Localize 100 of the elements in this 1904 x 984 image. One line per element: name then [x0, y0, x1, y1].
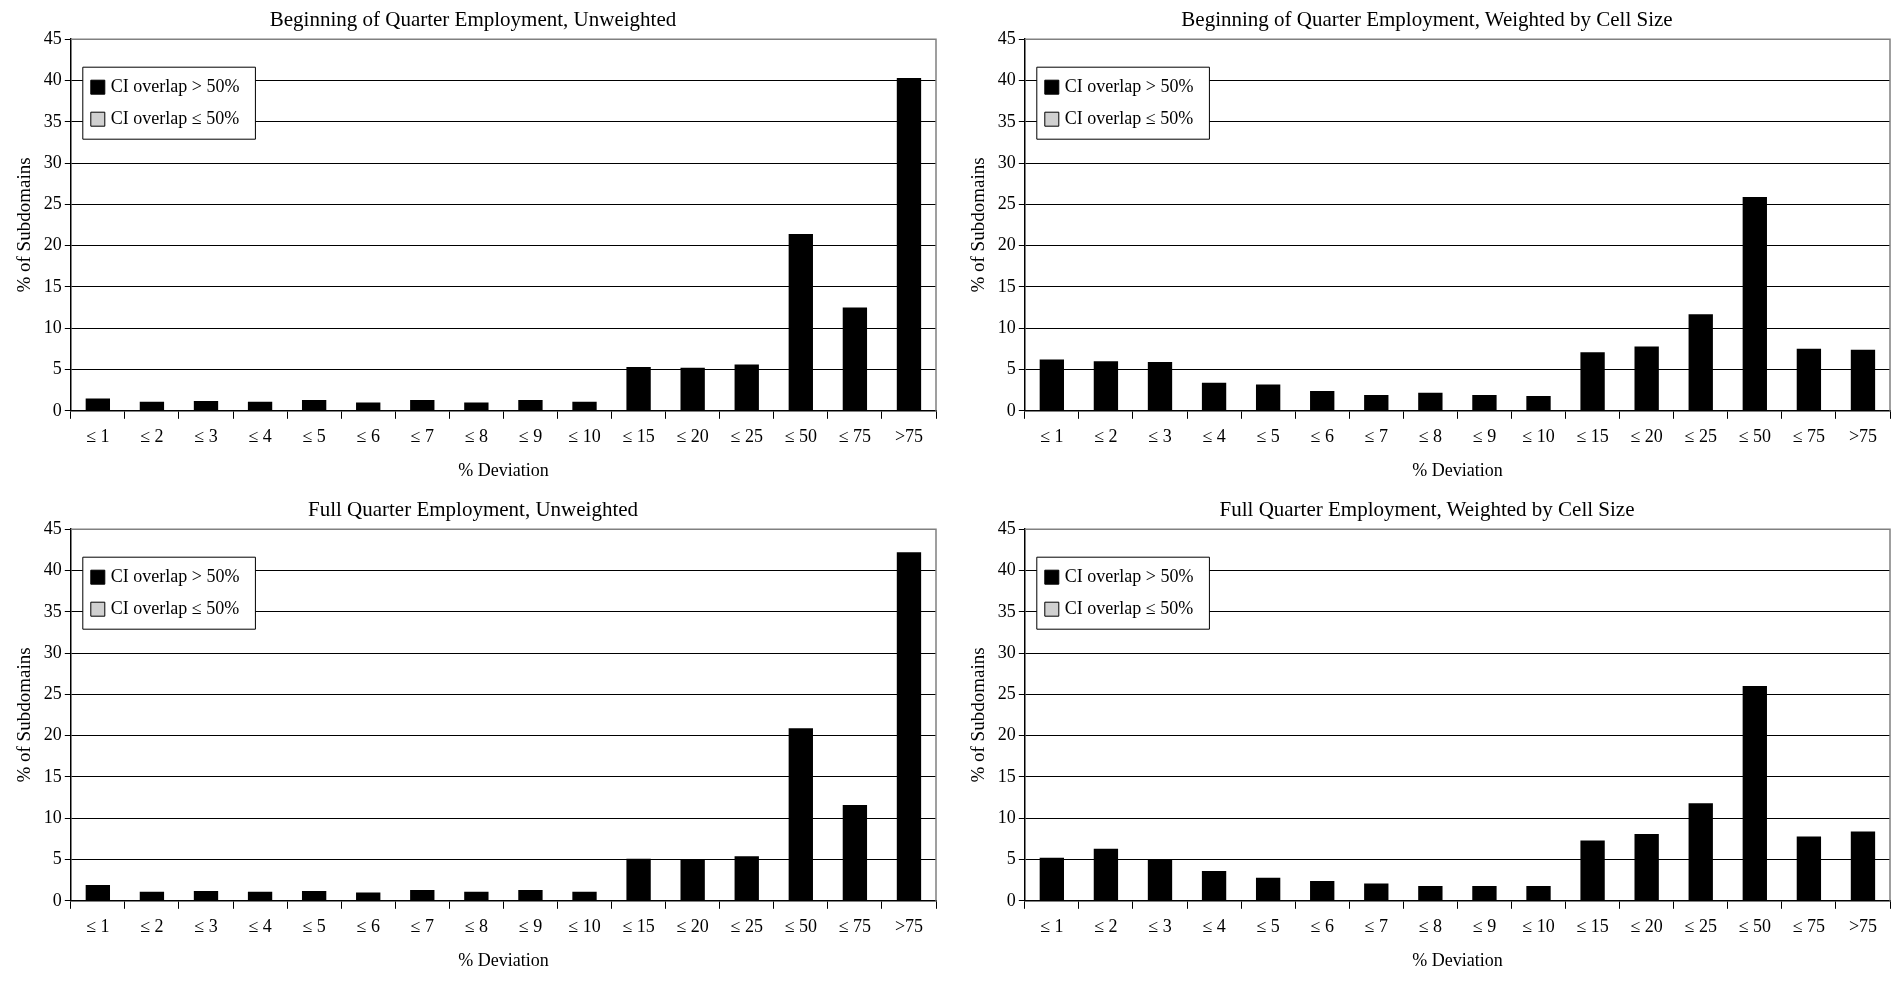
x-tick-label: ≤ 3 [194, 426, 218, 447]
y-tick-label: 5 [1006, 358, 1016, 379]
y-tick-label: 40 [997, 559, 1016, 580]
x-tick-label: ≤ 6 [1310, 426, 1334, 447]
y-tick-label: 45 [997, 27, 1016, 48]
x-tick-label: ≤ 75 [838, 426, 872, 447]
y-tick-label: 25 [43, 193, 62, 214]
y-tick-label: 45 [43, 27, 62, 48]
x-tick-label: ≤ 20 [1630, 426, 1663, 447]
x-tick-label: ≤ 75 [1792, 426, 1826, 447]
y-tick-label: 45 [43, 517, 62, 538]
x-axis-title: % Deviation [1412, 949, 1503, 970]
x-tick-label: ≤ 3 [1148, 426, 1172, 447]
legend-label: CI overlap ≤ 50% [110, 597, 240, 618]
x-tick-label: ≤ 1 [1040, 426, 1064, 447]
x-tick-label: ≤ 10 [1522, 426, 1555, 447]
x-tick-label: ≤ 20 [676, 916, 709, 937]
y-axis-title: % of Subdomains [967, 647, 989, 783]
x-tick-label: ≤ 50 [1738, 426, 1772, 447]
x-tick-label: ≤ 7 [1364, 426, 1388, 447]
x-tick-label: ≤ 5 [302, 426, 326, 447]
x-tick-label: ≤ 6 [356, 426, 380, 447]
x-tick-label: ≤ 1 [86, 426, 110, 447]
y-tick-label: 20 [43, 234, 62, 255]
x-tick-label: ≤ 5 [302, 916, 326, 937]
x-tick-label: ≤ 3 [1148, 916, 1172, 937]
y-tick-label: 5 [1006, 848, 1016, 869]
y-tick-label: 15 [43, 765, 62, 786]
x-tick-label: ≤ 2 [140, 426, 164, 447]
y-tick-label: 15 [43, 275, 62, 296]
y-tick-label: 20 [997, 234, 1016, 255]
legend-label: CI overlap > 50% [110, 565, 240, 586]
x-tick-label: ≤ 1 [86, 916, 110, 937]
x-tick-label: ≤ 50 [1738, 916, 1772, 937]
y-tick-label: 30 [997, 641, 1016, 662]
x-tick-label: ≤ 9 [1472, 426, 1497, 447]
x-tick-label: ≤ 7 [1364, 916, 1388, 937]
y-tick-label: 35 [43, 110, 62, 131]
legend-label: CI overlap ≤ 50% [110, 107, 240, 128]
chart-title: Beginning of Quarter Employment, Unweighted [269, 7, 677, 32]
x-tick-label: ≤ 50 [784, 916, 818, 937]
y-tick-label: 40 [43, 69, 62, 90]
chart-title: Full Quarter Employment, Unweighted [307, 497, 639, 522]
y-tick-label: 10 [43, 316, 62, 337]
legend-label: CI overlap ≤ 50% [1064, 597, 1194, 618]
y-tick-label: 30 [997, 151, 1016, 172]
legend-label: CI overlap ≤ 50% [1064, 107, 1194, 128]
y-tick-label: 10 [997, 316, 1016, 337]
y-tick-label: 30 [43, 151, 62, 172]
x-axis-title: % Deviation [458, 949, 549, 970]
y-tick-label: 20 [43, 724, 62, 745]
x-tick-label: ≤ 20 [1630, 916, 1663, 937]
x-tick-label: >75 [894, 426, 924, 447]
y-tick-label: 40 [997, 69, 1016, 90]
x-tick-label: ≤ 75 [838, 916, 872, 937]
legend-label: CI overlap > 50% [1064, 565, 1194, 586]
y-tick-label: 25 [43, 683, 62, 704]
x-tick-label: ≤ 6 [356, 916, 380, 937]
x-tick-label: ≤ 9 [1472, 916, 1497, 937]
y-tick-label: 35 [997, 110, 1016, 131]
x-tick-label: ≤ 15 [1576, 916, 1609, 937]
x-tick-label: ≤ 5 [1256, 916, 1280, 937]
x-tick-label: ≤ 15 [622, 916, 655, 937]
x-tick-label: ≤ 25 [730, 916, 763, 937]
x-tick-label: ≤ 20 [676, 426, 709, 447]
x-tick-label: >75 [1848, 426, 1878, 447]
y-tick-label: 35 [43, 600, 62, 621]
legend-label: CI overlap > 50% [110, 75, 240, 96]
x-tick-label: ≤ 4 [248, 426, 272, 447]
x-axis-title: % Deviation [458, 459, 549, 480]
x-tick-label: ≤ 5 [1256, 426, 1280, 447]
x-tick-label: ≤ 4 [1202, 916, 1226, 937]
x-tick-label: ≤ 10 [568, 426, 601, 447]
x-tick-label: ≤ 8 [464, 916, 489, 937]
y-axis-title: % of Subdomains [13, 157, 35, 293]
x-tick-label: ≤ 7 [410, 426, 434, 447]
x-tick-label: ≤ 8 [1418, 916, 1443, 937]
x-tick-label: ≤ 10 [568, 916, 601, 937]
y-tick-label: 5 [52, 848, 62, 869]
y-tick-label: 45 [997, 517, 1016, 538]
x-tick-label: ≤ 25 [730, 426, 763, 447]
x-tick-label: ≤ 10 [1522, 916, 1555, 937]
y-tick-label: 25 [997, 193, 1016, 214]
x-tick-label: ≤ 7 [410, 916, 434, 937]
x-tick-label: ≤ 50 [784, 426, 818, 447]
y-tick-label: 0 [1006, 399, 1016, 420]
x-tick-label: ≤ 9 [518, 916, 543, 937]
y-tick-label: 40 [43, 559, 62, 580]
x-tick-label: ≤ 25 [1684, 426, 1717, 447]
x-tick-label: ≤ 15 [622, 426, 655, 447]
chart-title: Full Quarter Employment, Weighted by Cell Size [1219, 497, 1635, 522]
y-tick-label: 0 [52, 399, 62, 420]
y-tick-label: 35 [997, 600, 1016, 621]
y-tick-label: 10 [43, 806, 62, 827]
x-tick-label: ≤ 3 [194, 916, 218, 937]
x-axis-title: % Deviation [1412, 459, 1503, 480]
x-tick-label: ≤ 4 [248, 916, 272, 937]
y-tick-label: 15 [997, 765, 1016, 786]
x-tick-label: ≤ 25 [1684, 916, 1717, 937]
y-tick-label: 30 [43, 641, 62, 662]
